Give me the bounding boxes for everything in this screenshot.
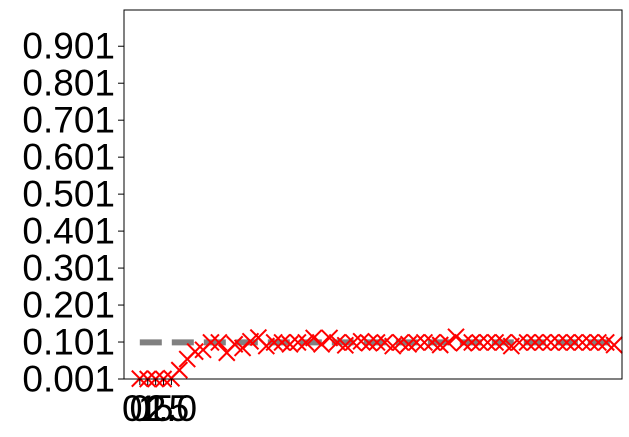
data-point-marker xyxy=(605,336,623,354)
data-point-marker xyxy=(471,333,489,352)
y-tick-label: 0.801 xyxy=(22,63,115,104)
y-tick-label: 0.301 xyxy=(22,248,115,289)
y-tick-label: 0.501 xyxy=(22,174,115,215)
data-point-marker xyxy=(463,333,481,352)
data-point-marker xyxy=(510,333,528,352)
data-point-marker xyxy=(344,333,362,352)
data-point-marker xyxy=(557,333,576,352)
data-point-marker xyxy=(407,333,426,352)
data-point-marker xyxy=(478,333,497,352)
data-point-marker xyxy=(210,333,228,352)
data-point-marker xyxy=(518,333,536,352)
y-tick-label: 0.401 xyxy=(22,211,115,252)
data-point-marker xyxy=(368,333,386,352)
data-point-marker xyxy=(455,334,473,352)
y-tick-label: 0.101 xyxy=(22,322,115,363)
data-point-marker xyxy=(486,333,505,352)
data-point-marker xyxy=(542,333,560,352)
data-point-marker xyxy=(289,333,307,352)
y-tick-label: 0.601 xyxy=(22,137,115,178)
x-axis: 00.511.52.0 xyxy=(122,379,197,429)
data-point-marker xyxy=(447,328,465,346)
y-tick-label: 0.901 xyxy=(22,26,115,67)
data-points xyxy=(131,328,623,388)
data-point-marker xyxy=(415,333,434,352)
y-tick-label: 0.701 xyxy=(22,100,115,141)
x-tick-label: 1.5 xyxy=(138,388,189,429)
data-point-marker xyxy=(589,333,607,352)
y-tick-label: 0.201 xyxy=(22,285,115,326)
y-tick-label: 0.001 xyxy=(22,359,115,400)
data-point-marker xyxy=(360,334,378,352)
x-tick-label: 0.5 xyxy=(122,388,173,429)
y-axis: 0.0010.1010.2010.3010.4010.5010.6010.701… xyxy=(22,26,124,400)
data-point-marker xyxy=(565,333,584,352)
data-point-marker xyxy=(439,333,457,352)
data-point-marker xyxy=(320,329,339,347)
data-point-marker xyxy=(305,329,323,347)
data-point-marker xyxy=(265,333,283,352)
data-point-marker xyxy=(526,333,544,352)
data-point-marker xyxy=(202,333,220,352)
data-point-marker xyxy=(170,361,189,379)
x-tick-label: 0 xyxy=(130,388,151,429)
x-tick-label: 1 xyxy=(145,388,166,429)
data-point-marker xyxy=(550,333,568,352)
data-point-marker xyxy=(581,333,600,352)
x-tick-label: 2.0 xyxy=(146,388,197,429)
data-point-marker xyxy=(534,333,552,352)
data-point-marker xyxy=(312,335,331,353)
data-point-marker xyxy=(573,333,592,352)
data-point-marker xyxy=(297,333,315,352)
